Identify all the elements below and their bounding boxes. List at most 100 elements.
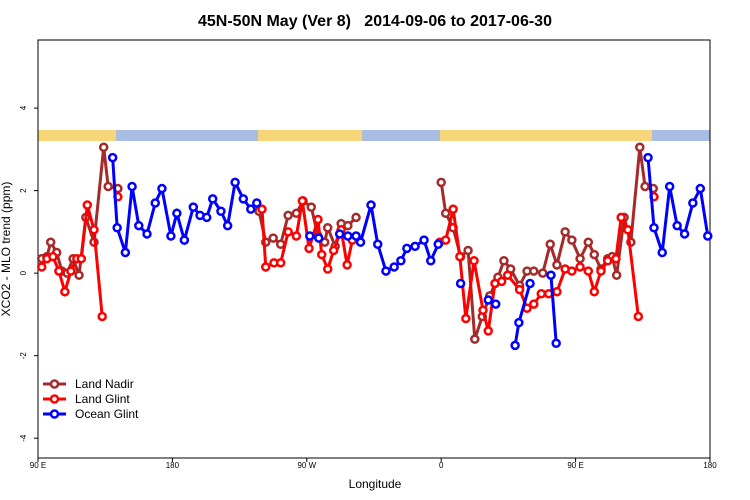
y-tick-label: 0 — [19, 270, 28, 275]
point — [611, 253, 621, 264]
point — [54, 266, 64, 276]
point — [396, 256, 406, 266]
land-band — [440, 130, 652, 141]
point — [510, 340, 520, 351]
x-tick-label: 180 — [703, 461, 717, 470]
point — [134, 220, 144, 231]
point — [514, 317, 524, 328]
point — [157, 183, 167, 194]
point — [448, 204, 458, 214]
point — [633, 311, 644, 322]
point — [635, 142, 645, 153]
legend-marker — [49, 409, 60, 419]
point — [222, 220, 233, 231]
point — [343, 231, 353, 241]
point — [60, 286, 70, 297]
point — [355, 237, 366, 247]
point — [602, 256, 613, 266]
point — [552, 260, 562, 270]
point — [283, 210, 293, 221]
y-axis-label: XCO2 - MLO trend (ppm) — [0, 182, 13, 317]
point — [611, 270, 622, 280]
point — [166, 231, 176, 241]
map-band — [38, 130, 710, 141]
point — [207, 194, 218, 204]
point — [425, 256, 436, 266]
x-tick-label: 90 E — [30, 461, 46, 470]
point — [529, 266, 539, 276]
point — [97, 311, 107, 322]
point — [36, 262, 47, 272]
point — [283, 227, 293, 237]
point — [514, 284, 525, 295]
point — [545, 239, 555, 250]
point — [201, 212, 212, 223]
point — [536, 289, 547, 299]
point — [695, 183, 706, 194]
point — [305, 231, 315, 241]
point — [672, 220, 682, 231]
point — [560, 227, 570, 237]
point — [351, 212, 361, 223]
point — [551, 338, 561, 349]
point — [567, 266, 577, 276]
point — [589, 249, 600, 260]
point — [649, 222, 659, 233]
x-axis-label: Longitude — [349, 477, 402, 491]
y-tick-label: 2 — [19, 188, 28, 193]
point — [74, 270, 84, 280]
point — [440, 208, 451, 219]
point — [583, 266, 594, 276]
point — [334, 229, 345, 239]
point — [546, 270, 556, 280]
point — [260, 262, 271, 272]
point — [120, 247, 131, 258]
point — [246, 204, 256, 214]
point — [688, 198, 698, 208]
point — [623, 225, 633, 235]
point — [461, 313, 471, 324]
point — [490, 299, 501, 309]
point — [463, 245, 473, 256]
point — [216, 206, 226, 216]
point — [48, 251, 58, 262]
point — [616, 212, 626, 223]
point — [107, 152, 118, 163]
point — [291, 208, 302, 219]
x-tick-label: 90 W — [297, 461, 316, 470]
point — [322, 264, 333, 274]
series-line — [41, 147, 654, 340]
land-band — [38, 130, 116, 141]
point — [313, 233, 324, 243]
point — [525, 278, 535, 289]
legend-label: Ocean Glint — [75, 407, 139, 421]
legend-label: Land Nadir — [75, 377, 134, 391]
point — [342, 260, 352, 270]
point — [291, 231, 302, 241]
chart-title: 45N-50N May (Ver 8) 2014-09-06 to 2017-0… — [198, 13, 552, 30]
point — [537, 268, 548, 278]
point — [657, 247, 667, 258]
point — [440, 235, 451, 245]
point — [567, 235, 577, 245]
point — [76, 253, 87, 264]
point — [322, 222, 333, 233]
point — [238, 194, 249, 204]
point — [150, 198, 160, 208]
point — [343, 220, 353, 231]
point — [45, 237, 56, 247]
point — [419, 235, 429, 245]
x-tick-label: 180 — [166, 461, 180, 470]
point — [381, 266, 391, 276]
point — [679, 229, 690, 239]
point — [402, 243, 412, 254]
point — [499, 256, 509, 266]
point — [583, 237, 594, 247]
point — [502, 270, 513, 280]
point — [469, 256, 479, 266]
point — [66, 266, 76, 276]
point — [703, 231, 713, 241]
point — [664, 181, 675, 192]
point — [455, 251, 465, 262]
